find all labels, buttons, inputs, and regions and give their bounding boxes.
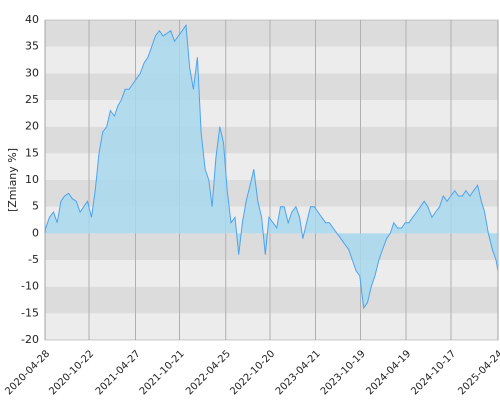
y-axis-label: [Zmiany %] <box>6 148 19 212</box>
y-tick-label: 20 <box>25 120 39 133</box>
grid-band <box>45 286 498 314</box>
x-tick-label: 2021-04-27 <box>94 348 143 397</box>
grid-band <box>45 73 498 100</box>
y-tick-label: 10 <box>25 173 39 186</box>
plot-frame <box>44 19 499 341</box>
y-tick-label: 25 <box>25 93 39 106</box>
y-tick-label: -10 <box>21 280 39 293</box>
y-tick-label: 40 <box>25 13 39 26</box>
x-tick-label: 2020-10-22 <box>47 348 96 397</box>
y-tick-label: 35 <box>25 40 39 53</box>
y-tick-label: -15 <box>21 306 39 319</box>
grid-band <box>45 260 498 287</box>
y-tick-label: -5 <box>28 253 39 266</box>
x-tick-label: 2024-04-19 <box>364 348 413 397</box>
y-tick-label: -20 <box>21 333 39 346</box>
grid-band <box>45 313 498 340</box>
x-tick-label: 2023-10-19 <box>319 348 368 397</box>
grid-band <box>45 233 498 260</box>
x-tick-label: 2022-10-20 <box>228 348 277 397</box>
x-tick-label: 2025-04-24 <box>456 348 500 397</box>
y-tick-label: 15 <box>25 146 39 159</box>
x-tick-label: 2022-04-25 <box>184 348 233 397</box>
y-tick-label: 5 <box>32 200 39 213</box>
x-tick-label: 2023-04-21 <box>274 348 323 397</box>
area <box>45 25 498 309</box>
x-tick-label: 2021-10-21 <box>138 348 187 397</box>
y-tick-label: 0 <box>32 226 39 239</box>
y-tick-label: 30 <box>25 66 39 79</box>
grid-band <box>45 46 498 74</box>
x-tick-label: 2024-10-17 <box>409 348 458 397</box>
x-tick-label: 2020-04-28 <box>3 348 52 397</box>
grid-band <box>45 20 498 47</box>
line <box>44 23 499 310</box>
